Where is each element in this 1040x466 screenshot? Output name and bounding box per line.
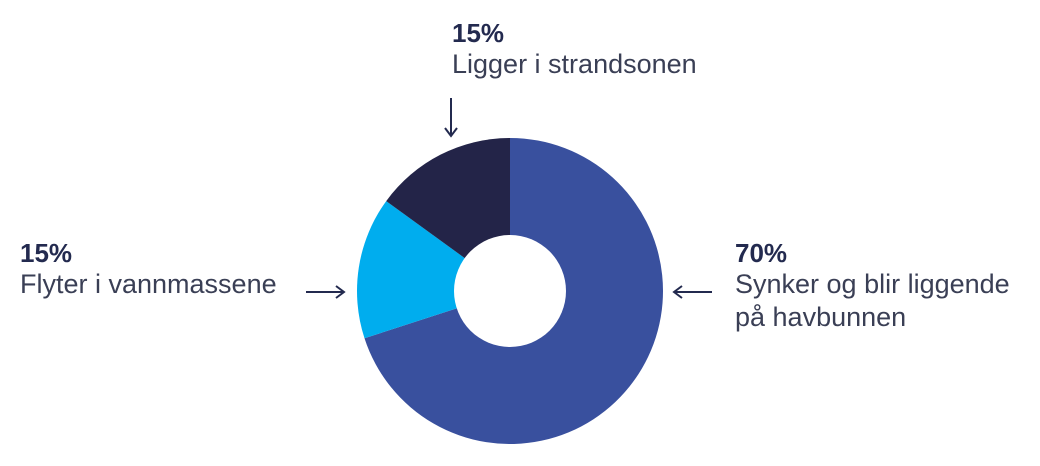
data-label-floats-percent: 15%	[20, 238, 73, 268]
donut-hole	[454, 235, 566, 347]
data-label-sinks-percent: 70%	[735, 238, 788, 268]
data-label-floats-text: Flyter i vannmassene	[20, 269, 277, 299]
label-beach: 15% Ligger i strandsonen	[452, 18, 697, 81]
arrow-left	[306, 285, 346, 299]
data-label-beach-text: Ligger i strandsonen	[452, 49, 697, 79]
arrow-top	[444, 98, 458, 138]
label-sinks: 70% Synker og blir liggende på havbunnen	[735, 238, 1010, 334]
slice-floats	[357, 201, 510, 339]
arrow-right	[672, 285, 712, 299]
data-label-sinks-text-line2: på havbunnen	[735, 302, 907, 332]
data-label-beach-percent: 15%	[452, 18, 505, 48]
data-label-sinks-text-line1: Synker og blir liggende	[735, 269, 1010, 299]
label-floats: 15% Flyter i vannmassene	[20, 238, 277, 301]
